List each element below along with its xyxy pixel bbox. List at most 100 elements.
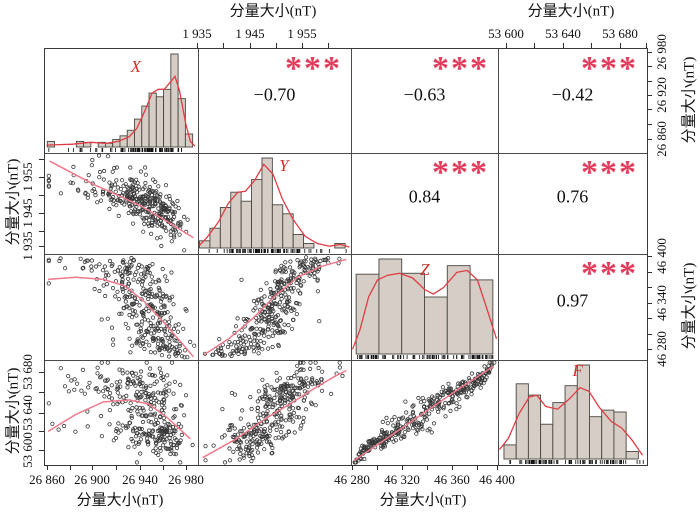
significance-stars: *** <box>581 255 638 292</box>
axis-tick-label-left: 1 955 <box>20 162 35 192</box>
grid-line-horizontal <box>45 360 647 361</box>
corr-panel-x-z: −0.63 *** <box>351 49 498 153</box>
axis-tick-label-bottom: 26 900 <box>74 472 110 487</box>
axis-tick-label-right: 46 280 <box>654 331 669 367</box>
axis-tick-bottom <box>452 465 453 470</box>
corr-value: 0.76 <box>556 186 589 207</box>
axis-tick-bottom <box>186 465 187 470</box>
axis-tick-left <box>39 431 44 432</box>
corr-panel-x-y: −0.70 *** <box>198 49 351 153</box>
axis-tick-label-right: 26 980 <box>654 34 669 70</box>
axis-tick-right <box>647 287 652 288</box>
corr-value: −0.63 <box>403 84 446 105</box>
axis-tick-label-right: 46 400 <box>654 238 669 274</box>
axis-tick-left <box>39 177 44 178</box>
axis-title-bottom-col3: 分量大小(nT) <box>379 492 467 509</box>
axis-tick-label-left: 1 935 <box>20 231 35 261</box>
axis-tick-bottom <box>163 465 164 470</box>
axis-tick-bottom <box>47 465 48 470</box>
axis-tick-left <box>39 159 44 160</box>
axis-tick-label-bottom: 26 940 <box>122 472 158 487</box>
axis-tick-label-bottom: 26 860 <box>29 472 65 487</box>
grid-line-horizontal <box>45 153 647 154</box>
axis-tick-right <box>647 334 652 335</box>
axis-title-right-row1: 分量大小(nT) <box>681 56 698 144</box>
axis-tick-label-left: 53 640 <box>20 395 35 431</box>
diag-label-y: Y <box>279 156 290 175</box>
axis-title-bottom-col1: 分量大小(nT) <box>76 492 164 509</box>
axis-tick-top <box>197 43 198 48</box>
significance-stars: *** <box>581 50 638 87</box>
axis-tick-left <box>39 213 44 214</box>
hist-panel-z: Z <box>351 258 498 359</box>
axis-tick-label-bottom: 46 320 <box>384 472 420 487</box>
axis-tick-left <box>39 450 44 451</box>
hist-panel-y: Y <box>199 156 350 253</box>
hist-panel-f: F <box>498 361 644 464</box>
axis-title-top-col4: 分量大小(nT) <box>527 3 615 20</box>
scatter-panel-f-vs-z <box>352 360 497 465</box>
scatter-panel-z-vs-y <box>202 255 347 359</box>
axis-tick-label-right: 46 340 <box>654 285 669 321</box>
grid-line-vertical <box>498 49 499 465</box>
diag-label-z: Z <box>420 260 430 279</box>
hist-panel-x: X <box>46 53 196 152</box>
axis-tick-label-right: 26 860 <box>654 121 669 157</box>
axis-tick-top <box>328 43 329 48</box>
axis-tick-label-left: 1 945 <box>20 198 35 228</box>
axis-tick-right <box>647 349 652 350</box>
diag-label-x: X <box>130 57 142 76</box>
axis-tick-label-top: 1 945 <box>235 26 265 41</box>
axis-tick-left <box>39 246 44 247</box>
axis-tick-right <box>647 303 652 304</box>
axis-tick-left <box>39 372 44 373</box>
corr-value: 0.84 <box>408 186 441 207</box>
scatter-panel-f-vs-x <box>46 360 195 465</box>
scatter-panel-y-vs-x <box>46 153 194 253</box>
axis-tick-bottom <box>70 465 71 470</box>
axis-tick-label-right: 26 920 <box>654 77 669 113</box>
matrix-grid: X Y Z F −0.70 *** −0.63 *** −0.42 *** 0.84 *** 0.76 *… <box>44 48 648 466</box>
corr-value: −0.70 <box>253 84 296 105</box>
axis-tick-right <box>647 95 652 96</box>
axis-tick-bottom <box>140 465 141 470</box>
corr-value: −0.42 <box>551 84 594 105</box>
axis-tick-right <box>647 124 652 125</box>
axis-tick-right <box>647 272 652 273</box>
axis-tick-bottom <box>377 465 378 470</box>
diag-label-f: F <box>572 361 584 380</box>
corr-panel-y-z: 0.84 *** <box>351 153 498 254</box>
significance-stars: *** <box>581 154 638 191</box>
axis-tick-left <box>39 231 44 232</box>
grid-line-horizontal <box>45 254 647 255</box>
axis-tick-right <box>647 109 652 110</box>
axis-tick-top <box>250 43 251 48</box>
axis-tick-label-top: 53 600 <box>488 26 524 41</box>
axis-tick-right <box>647 139 652 140</box>
axis-tick-bottom <box>402 465 403 470</box>
axis-tick-top <box>591 43 592 48</box>
axis-tick-label-bottom: 46 280 <box>334 472 370 487</box>
axis-tick-top <box>620 43 621 48</box>
corr-panel-y-f: 0.76 *** <box>498 153 647 254</box>
axis-tick-label-left: 53 680 <box>20 354 35 390</box>
scatter-panel-f-vs-y <box>202 360 347 465</box>
axis-tick-bottom <box>92 465 93 470</box>
axis-tick-right <box>647 52 652 53</box>
axis-tick-top <box>646 43 647 48</box>
corr-panel-x-f: −0.42 *** <box>498 49 647 153</box>
axis-tick-left <box>39 392 44 393</box>
grid-line-vertical <box>351 49 352 465</box>
axis-title-top-col2: 分量大小(nT) <box>229 3 317 20</box>
axis-tick-label-top: 1 935 <box>182 26 212 41</box>
corr-panel-z-f: 0.97 *** <box>498 254 647 360</box>
significance-stars: *** <box>285 50 342 87</box>
significance-stars: *** <box>432 50 489 87</box>
axis-tick-right <box>647 81 652 82</box>
axis-tick-bottom <box>352 465 353 470</box>
axis-tick-label-bottom: 46 360 <box>434 472 470 487</box>
axis-tick-top <box>563 43 564 48</box>
axis-tick-label-top: 53 680 <box>602 26 638 41</box>
axis-tick-right <box>647 66 652 67</box>
